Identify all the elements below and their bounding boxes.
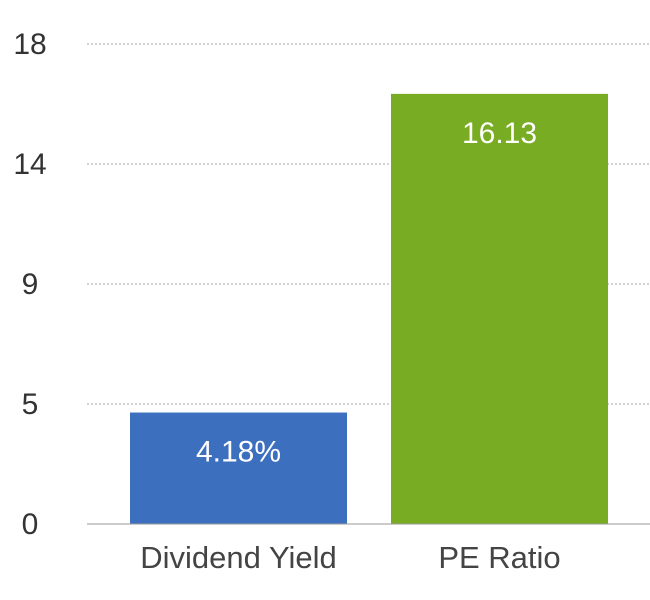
x-tick-label: PE Ratio	[438, 540, 560, 575]
y-tick-label: 9	[22, 268, 39, 301]
y-tick-label: 0	[22, 508, 39, 541]
y-tick-label: 18	[13, 28, 46, 61]
value-label: 16.13	[462, 117, 537, 150]
x-tick-label: Dividend Yield	[140, 540, 336, 575]
bar	[130, 412, 347, 524]
value-label: 4.18%	[196, 435, 281, 468]
bar	[391, 93, 608, 524]
y-tick-label: 14	[13, 148, 46, 181]
y-tick-label: 5	[22, 388, 39, 421]
